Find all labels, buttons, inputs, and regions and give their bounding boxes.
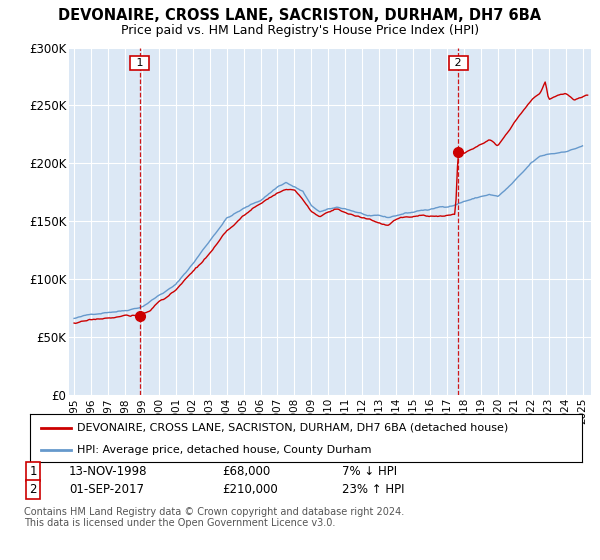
Text: Contains HM Land Registry data © Crown copyright and database right 2024.
This d: Contains HM Land Registry data © Crown c…: [24, 507, 404, 529]
Text: 7% ↓ HPI: 7% ↓ HPI: [342, 465, 397, 478]
Text: £68,000: £68,000: [222, 465, 270, 478]
Text: DEVONAIRE, CROSS LANE, SACRISTON, DURHAM, DH7 6BA (detached house): DEVONAIRE, CROSS LANE, SACRISTON, DURHAM…: [77, 423, 508, 433]
Text: DEVONAIRE, CROSS LANE, SACRISTON, DURHAM, DH7 6BA: DEVONAIRE, CROSS LANE, SACRISTON, DURHAM…: [58, 8, 542, 24]
Text: 2: 2: [29, 483, 37, 496]
Text: £210,000: £210,000: [222, 483, 278, 496]
Text: 13-NOV-1998: 13-NOV-1998: [69, 465, 148, 478]
Text: 1: 1: [133, 58, 146, 68]
Text: 01-SEP-2017: 01-SEP-2017: [69, 483, 144, 496]
Text: 23% ↑ HPI: 23% ↑ HPI: [342, 483, 404, 496]
Text: 1: 1: [29, 465, 37, 478]
Text: 2: 2: [451, 58, 466, 68]
Text: Price paid vs. HM Land Registry's House Price Index (HPI): Price paid vs. HM Land Registry's House …: [121, 24, 479, 37]
Text: HPI: Average price, detached house, County Durham: HPI: Average price, detached house, Coun…: [77, 445, 371, 455]
